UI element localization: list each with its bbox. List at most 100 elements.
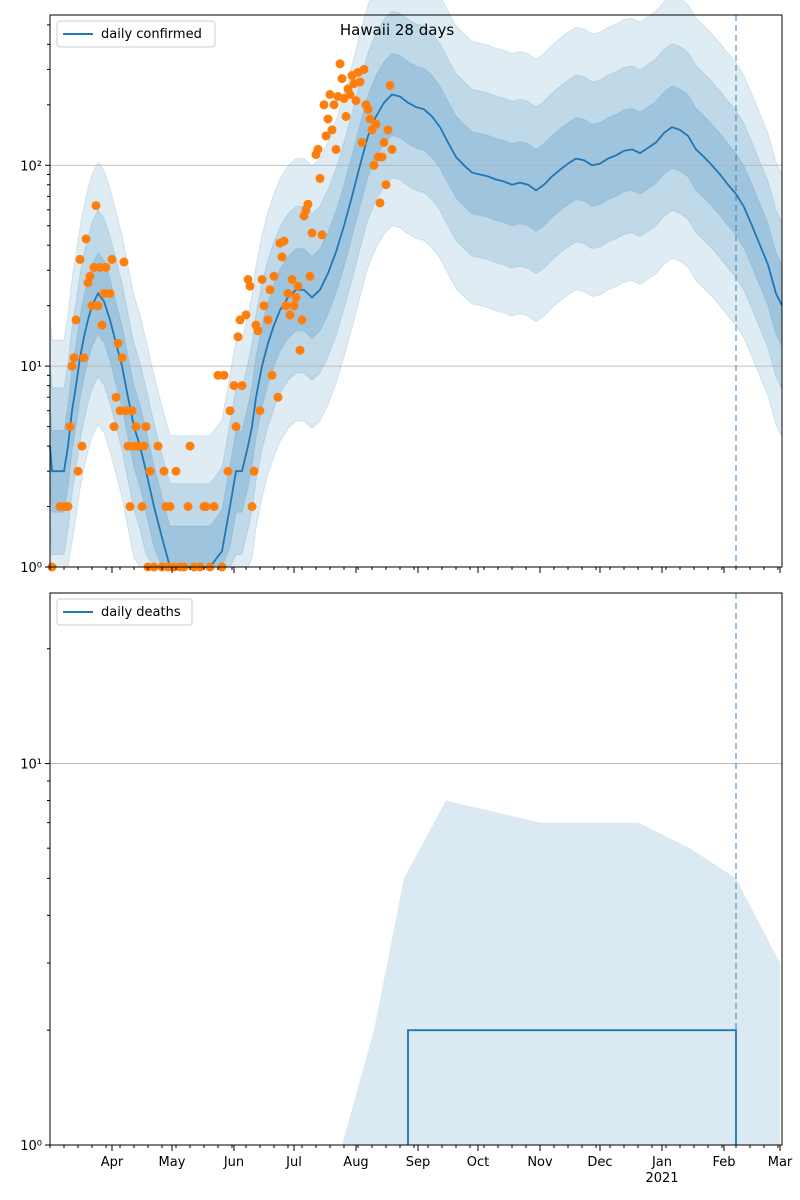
deaths-legend: daily deaths — [56, 598, 193, 626]
x-tick-label: Dec — [587, 1155, 612, 1170]
data-point — [259, 301, 269, 311]
data-point — [127, 406, 137, 416]
data-point — [303, 199, 313, 209]
data-point — [337, 74, 347, 84]
confirmed-y-ticks: 10⁰ 10¹ 10² — [20, 24, 50, 576]
x-tick-label: Feb — [712, 1155, 735, 1170]
data-point — [171, 466, 181, 476]
data-point — [219, 370, 229, 380]
data-point — [281, 301, 291, 311]
data-point — [371, 119, 381, 129]
data-point — [237, 381, 247, 391]
x-tick-label: Jul — [285, 1155, 302, 1170]
x-tick-label: Jun — [223, 1155, 244, 1170]
data-point — [233, 332, 243, 342]
data-point — [125, 502, 135, 511]
data-point — [97, 320, 107, 330]
data-point — [137, 502, 147, 511]
confirmed-chart-panel: 10⁰ 10¹ 10² Hawaii 28 days daily confirmed — [20, 0, 783, 576]
data-point — [65, 422, 75, 432]
deaths-x-ticks: Apr May Jun Jul Aug Sep Oct Nov Dec Jan Feb Mar 2021 — [49, 1145, 793, 1186]
data-point — [293, 281, 303, 291]
data-point — [291, 292, 301, 302]
data-point — [107, 254, 117, 264]
data-point — [329, 100, 339, 110]
data-point — [369, 160, 379, 170]
x-tick-label: Aug — [343, 1155, 368, 1170]
data-point — [73, 466, 83, 476]
data-point — [387, 144, 397, 154]
x-tick-label: Jan — [651, 1155, 672, 1170]
data-point — [253, 326, 263, 336]
data-point — [141, 422, 151, 432]
data-point — [359, 64, 369, 74]
data-point — [145, 466, 155, 476]
data-point — [109, 422, 119, 432]
x-tick-label: Sep — [406, 1155, 431, 1170]
data-point — [365, 114, 375, 124]
data-point — [85, 271, 95, 281]
legend-label-deaths: daily deaths — [101, 605, 181, 620]
legend-label-confirmed: daily confirmed — [101, 27, 202, 42]
y-tick-label: 10⁰ — [20, 561, 42, 576]
deaths-y-ticks: 10⁰ 10¹ — [20, 648, 50, 1154]
data-point — [323, 114, 333, 124]
confirmed-legend: daily confirmed — [56, 20, 216, 48]
data-point — [201, 502, 211, 511]
data-point — [247, 502, 257, 511]
data-point — [351, 96, 361, 106]
data-point — [231, 422, 241, 432]
y-tick-label: 10⁰ — [20, 1139, 42, 1154]
data-point — [117, 353, 127, 363]
data-point — [223, 466, 233, 476]
confirmed-line — [49, 93, 783, 568]
data-point — [307, 228, 317, 238]
deaths-confidence-bands — [342, 800, 780, 1145]
confirmed-confidence-bands — [49, 0, 783, 568]
data-point — [93, 301, 103, 311]
data-point — [245, 281, 255, 291]
data-point — [375, 198, 385, 208]
data-point — [241, 310, 251, 320]
data-point — [67, 361, 77, 371]
data-point — [331, 144, 341, 154]
data-point — [185, 441, 195, 451]
data-point — [71, 315, 81, 325]
data-point — [355, 77, 365, 87]
confidence-band — [342, 800, 780, 1145]
y-tick-label: 10¹ — [20, 360, 42, 375]
confirmed-grid — [50, 164, 782, 367]
confirmed-points — [47, 59, 397, 572]
chart-title: Hawaii 28 days — [340, 21, 454, 39]
data-point — [75, 254, 85, 264]
data-point — [285, 310, 295, 320]
data-point — [319, 100, 329, 110]
data-point — [139, 441, 149, 451]
data-point — [77, 441, 87, 451]
data-point — [235, 315, 245, 325]
data-point — [183, 502, 193, 511]
data-point — [63, 502, 73, 511]
data-point — [287, 275, 297, 284]
data-point — [265, 285, 275, 295]
y-tick-label: 10¹ — [20, 758, 42, 773]
confirmed-series-line — [49, 93, 783, 568]
data-point — [341, 112, 351, 121]
data-point — [277, 252, 287, 262]
data-point — [345, 90, 355, 99]
data-point — [363, 104, 373, 114]
data-point — [321, 131, 331, 141]
data-point — [289, 301, 299, 311]
x-tick-label: May — [159, 1155, 186, 1170]
data-point — [313, 144, 323, 154]
data-point — [283, 289, 293, 298]
data-point — [225, 406, 235, 416]
data-point — [131, 422, 141, 432]
data-point — [335, 59, 345, 69]
data-point — [91, 201, 101, 211]
data-point — [113, 338, 123, 348]
data-point — [229, 381, 239, 391]
data-point — [263, 315, 273, 325]
data-point — [297, 315, 307, 325]
data-point — [295, 345, 305, 355]
